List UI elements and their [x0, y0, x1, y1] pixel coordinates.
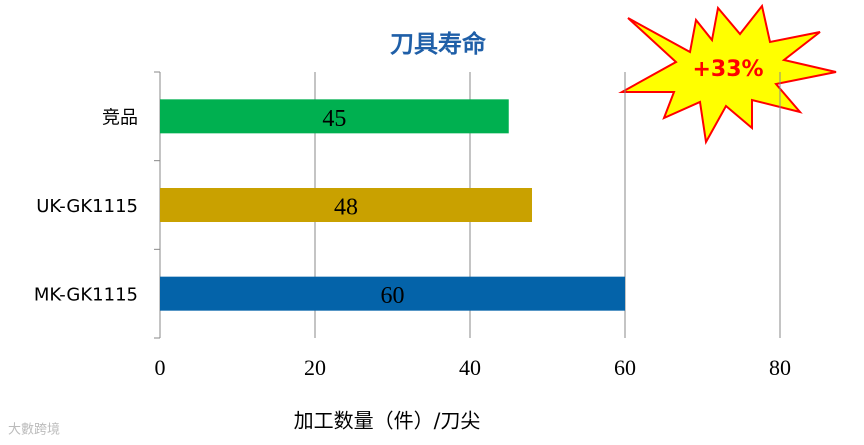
value-label: 60 [381, 283, 405, 309]
x-tick-label: 20 [304, 355, 326, 380]
starburst [618, 3, 837, 146]
y-tick-label: UK-GK1115 [36, 196, 138, 217]
bar [160, 99, 509, 134]
y-tick-label: MK-GK1115 [34, 285, 138, 306]
x-tick-label: 60 [614, 355, 636, 380]
chart-title: 刀具寿命 [390, 30, 487, 58]
x-tick-label: 40 [459, 355, 481, 380]
x-tick-label: 80 [769, 355, 791, 380]
value-label: 48 [334, 195, 358, 221]
annotation: +33% [692, 57, 763, 82]
bar [160, 188, 532, 222]
value-label: 45 [322, 106, 346, 132]
x-axis-title: 加工数量（件）/刀尖 [294, 409, 481, 433]
x-tick-label: 0 [155, 355, 166, 380]
watermark: 大數跨境 [8, 423, 60, 438]
bar [160, 276, 625, 311]
y-tick-label: 竞品 [102, 107, 138, 128]
